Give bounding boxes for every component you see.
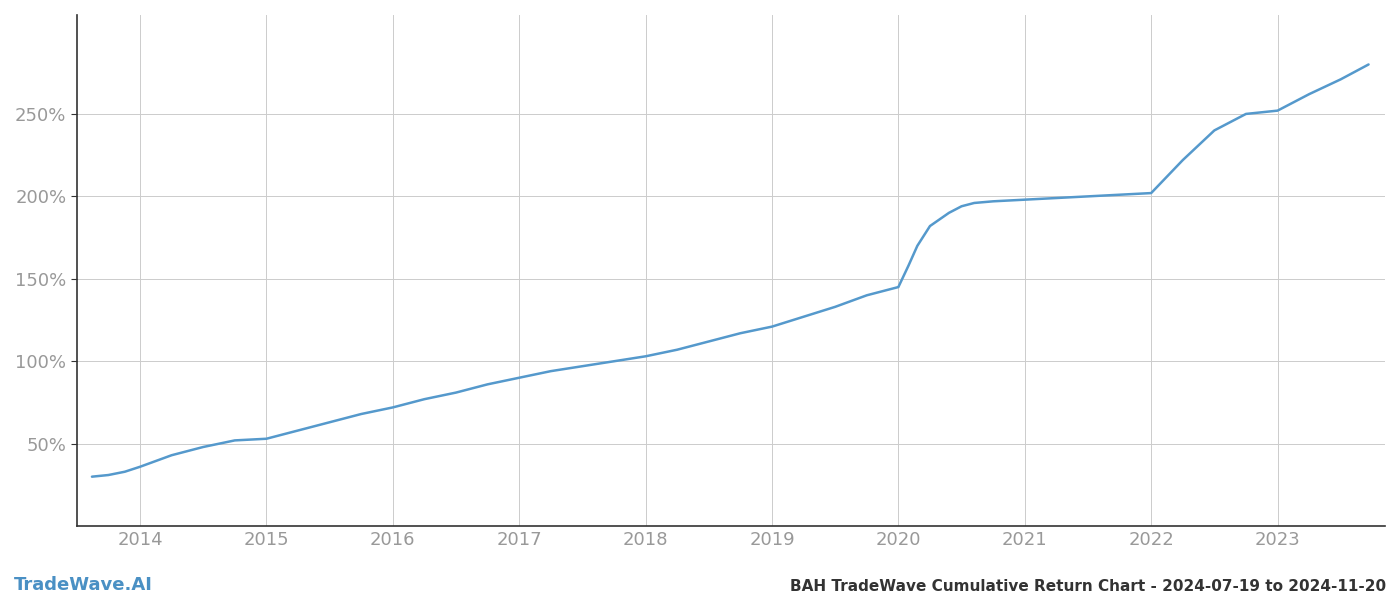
- Text: TradeWave.AI: TradeWave.AI: [14, 576, 153, 594]
- Text: BAH TradeWave Cumulative Return Chart - 2024-07-19 to 2024-11-20: BAH TradeWave Cumulative Return Chart - …: [790, 579, 1386, 594]
